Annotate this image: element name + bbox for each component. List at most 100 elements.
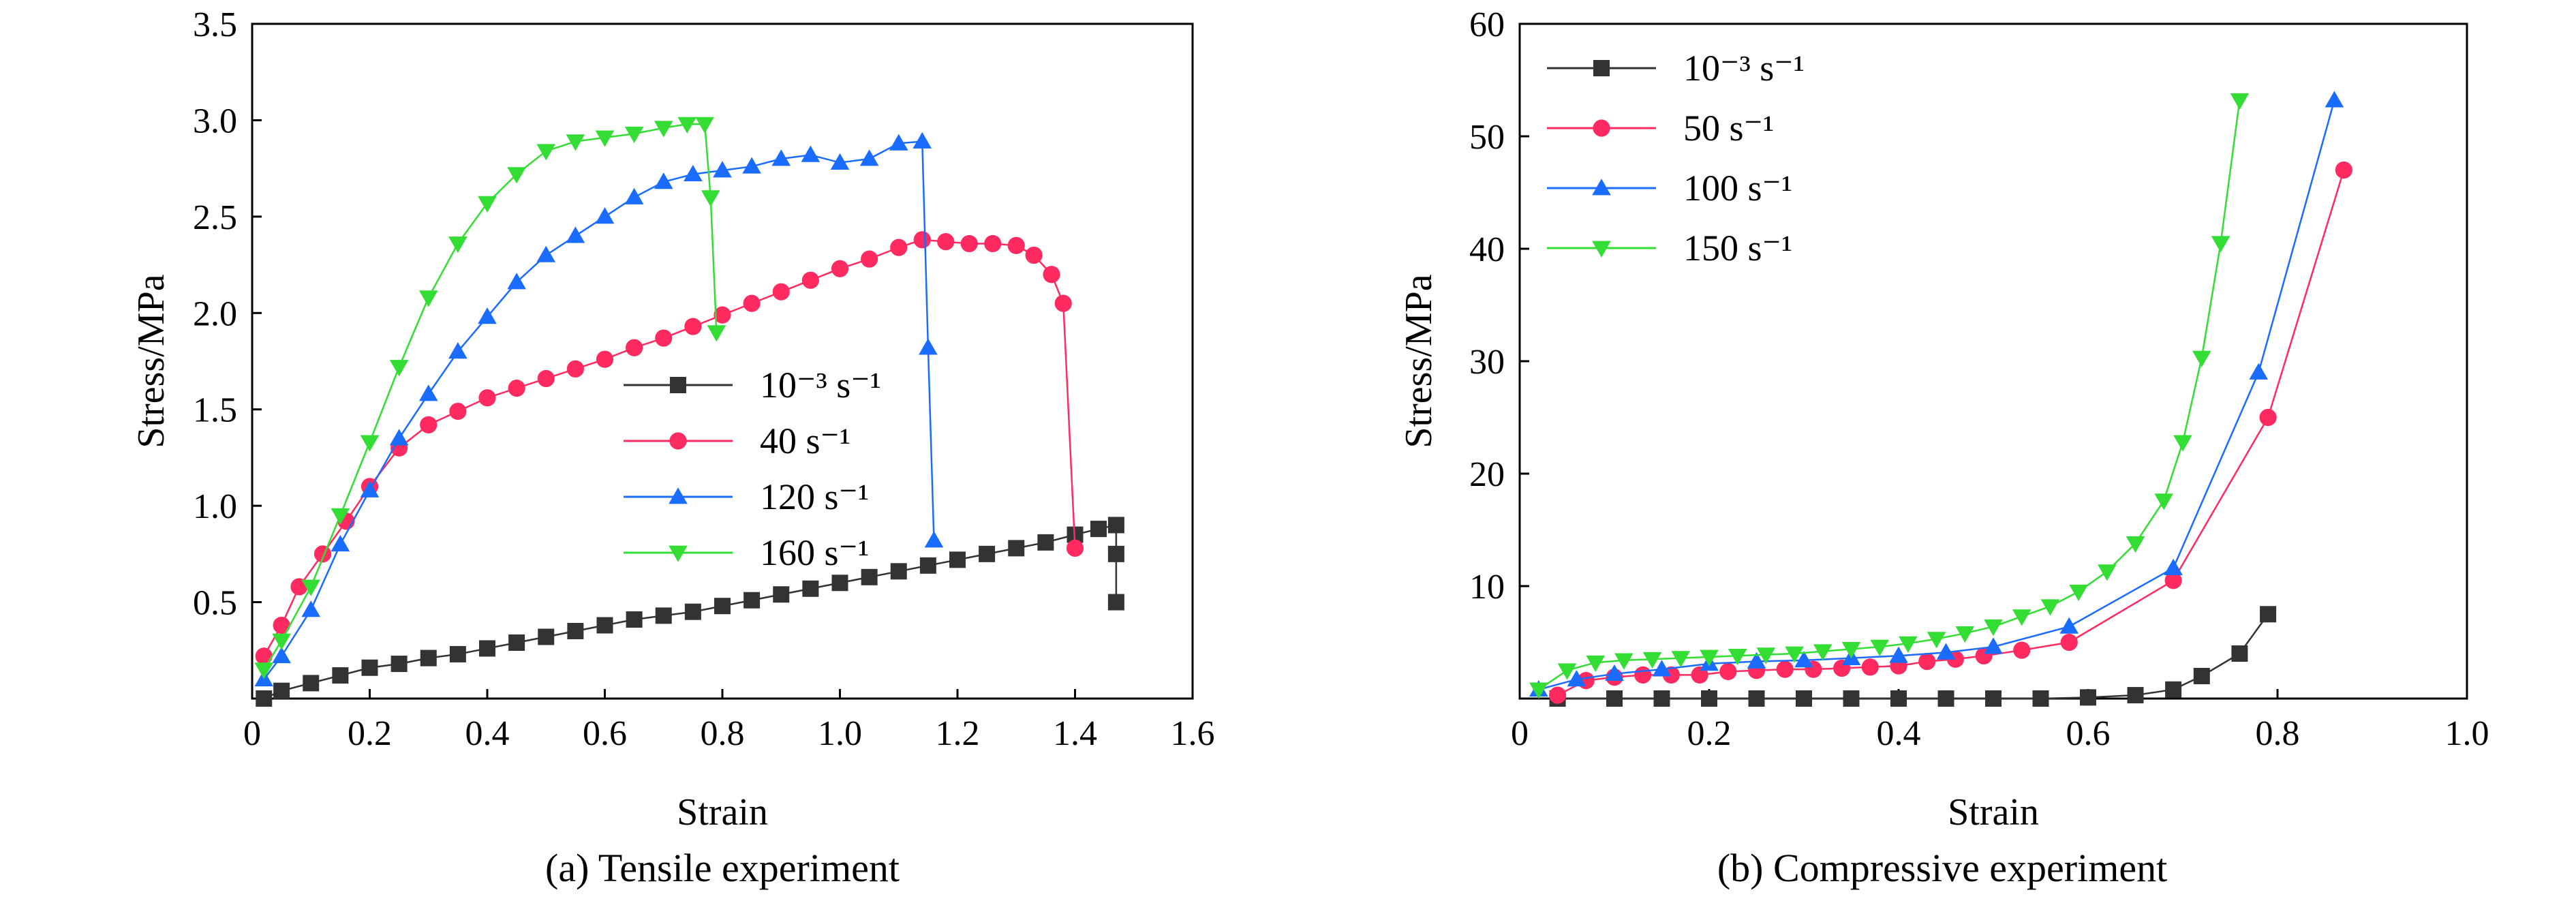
data-point (1870, 639, 1889, 656)
y-tick-label: 60 (1469, 5, 1505, 44)
data-point (1748, 690, 1765, 707)
data-point (2154, 493, 2173, 510)
data-point (1107, 545, 1124, 562)
data-point (1634, 666, 1652, 684)
x-axis-label: Strain (1948, 791, 2039, 833)
x-tick-label: 0 (1511, 714, 1529, 753)
data-point (566, 360, 584, 378)
data-point (913, 132, 932, 149)
data-point (596, 350, 614, 368)
data-point (1843, 690, 1860, 707)
data-point (1043, 266, 1060, 284)
y-tick-label: 40 (1469, 230, 1505, 269)
data-point (2059, 617, 2079, 634)
data-point (655, 607, 672, 624)
legend-label: 10⁻³ s⁻¹ (1683, 48, 1805, 89)
data-point (979, 545, 996, 562)
legend-label: 160 s⁻¹ (760, 532, 869, 573)
data-point (1606, 690, 1623, 707)
data-point (420, 416, 438, 433)
data-point (301, 579, 321, 596)
data-point (1984, 619, 2003, 637)
data-point (2249, 363, 2268, 380)
legend: 10⁻³ s⁻¹ 50 s⁻¹ 100 s⁻¹ 150 s⁻¹ (1547, 48, 1805, 269)
y-axis-label: Stress/MPa (130, 274, 172, 448)
data-point (890, 563, 907, 580)
y-tick-label: 2.0 (193, 294, 237, 333)
data-point (479, 640, 495, 657)
data-point (448, 342, 467, 359)
x-tick-label: 0.2 (348, 714, 392, 753)
data-point (1756, 647, 1776, 664)
data-point (331, 508, 350, 525)
data-point (624, 187, 644, 204)
series-2 (254, 132, 944, 687)
data-point (1586, 655, 1605, 672)
data-point (2164, 558, 2183, 575)
y-tick-label: 3.5 (193, 5, 237, 44)
x-tick-label: 1.4 (1053, 714, 1097, 753)
data-point (830, 153, 850, 170)
data-point (255, 647, 273, 665)
data-point (890, 239, 908, 256)
data-point (1671, 651, 1691, 668)
x-axis-label: Strain (677, 791, 768, 833)
data-point (2259, 408, 2277, 427)
data-point (2230, 93, 2250, 110)
data-point (2127, 687, 2144, 704)
data-point (1642, 652, 1662, 669)
series-3 (254, 117, 726, 679)
data-point (1652, 660, 1672, 677)
data-point (420, 649, 437, 667)
legend-label: 50 s⁻¹ (1683, 108, 1774, 149)
data-point (303, 675, 320, 692)
y-tick-label: 1.5 (193, 391, 237, 430)
data-point (449, 402, 467, 420)
data-point (1090, 521, 1107, 538)
data-point (1889, 646, 1908, 663)
data-point (2231, 645, 2248, 662)
legend-marker (1592, 179, 1611, 196)
data-point (478, 307, 497, 324)
data-point (1025, 246, 1043, 264)
data-point (301, 600, 321, 617)
data-point (960, 234, 978, 253)
data-point (256, 690, 273, 707)
series-line (1557, 613, 2269, 700)
data-point (889, 134, 908, 151)
data-point (713, 161, 732, 178)
legend: 10⁻³ s⁻¹ 40 s⁻¹ 120 s⁻¹ 160 s⁻¹ (624, 365, 881, 573)
y-tick-label: 0.5 (193, 584, 237, 623)
data-point (478, 196, 497, 213)
x-tick-label: 0.6 (2066, 714, 2111, 753)
data-point (2335, 161, 2352, 179)
x-axis: 0 0.2 0.4 0.6 0.8 1.0 (1511, 689, 2489, 753)
data-point (859, 149, 879, 166)
series-3 (1529, 93, 2250, 699)
data-point (742, 157, 761, 174)
y-tick-label: 50 (1469, 118, 1505, 157)
data-point (626, 611, 643, 628)
y-axis: 0.5 1.0 1.5 2.0 2.5 3.0 3.5 (193, 5, 262, 623)
data-point (449, 645, 466, 662)
data-point (654, 121, 673, 138)
legend-label: 150 s⁻¹ (1683, 228, 1792, 269)
data-point (802, 580, 819, 597)
series-line (263, 239, 1076, 657)
data-point (2032, 690, 2049, 707)
data-point (1529, 682, 1548, 699)
data-point (2012, 609, 2031, 626)
data-point (655, 329, 673, 347)
data-point (714, 598, 731, 615)
data-point (566, 134, 585, 151)
data-point (714, 306, 731, 324)
data-point (1728, 648, 1747, 666)
data-point (1107, 517, 1124, 534)
data-point (2060, 633, 2078, 652)
data-point (949, 551, 966, 568)
data-point (2173, 435, 2192, 452)
data-point (536, 245, 556, 262)
data-point (1785, 646, 1804, 663)
data-point (1557, 663, 1577, 680)
data-point (1054, 294, 1072, 312)
